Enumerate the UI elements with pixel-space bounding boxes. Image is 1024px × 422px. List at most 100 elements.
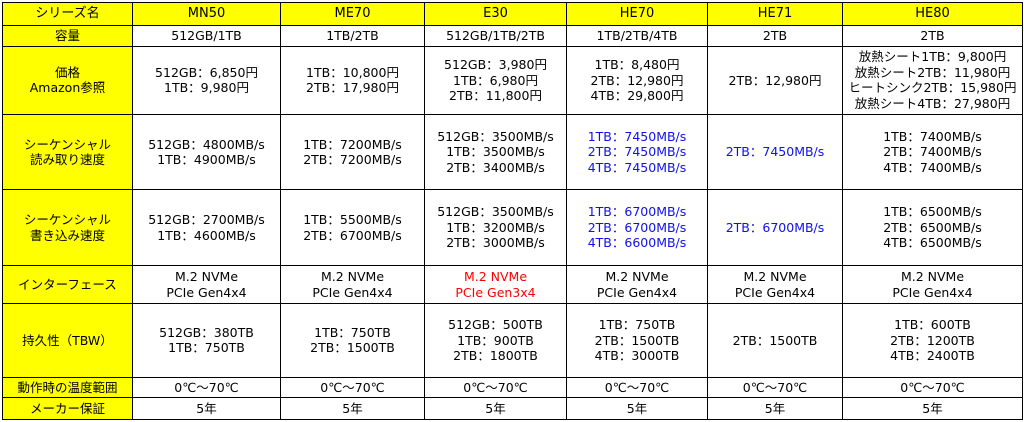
cell-write-speed-mn50: 512GB：2700MB/s 1TB：4600MB/s [132,189,281,266]
row-label-read-speed: シーケンシャル 読み取り速度 [2,113,133,191]
spec-row-warranty: メーカー保証 5年 5年 5年 5年 5年 5年 [2,397,1023,420]
cell-line: 2TB：7450MB/s [587,144,687,160]
cell-warranty-e30: 5年 [424,397,567,420]
cell-line: 1TB/2TB/4TB [596,28,678,44]
cell-endurance-mn50: 512GB：380TB 1TB：750TB [132,303,281,378]
cell-interface-e30: M.2 NVMe PCIe Gen3x4 [424,264,567,305]
cell-warranty-he71: 5年 [707,397,843,420]
cell-line: 4TB：7450MB/s [587,159,687,175]
spec-row-endurance: 持久性（TBW） 512GB：380TB 1TB：750TB 1TB：750TB 2TB… [2,303,1023,378]
spec-row-capacity: 容量 512GB/1TB 1TB/2TB 512GB/1TB/2TB 1TB/2TB/4… [2,25,1023,47]
row-label-line: 持久性（TBW） [22,332,113,348]
cell-line: 2TB：1500TB [310,340,395,356]
cell-line: 512GB/1TB [171,28,242,44]
cell-interface-mn50: M.2 NVMe PCIe Gen4x4 [132,264,281,305]
row-label-line: シーケンシャル [23,136,112,152]
cell-line: 0℃〜70℃ [742,379,808,395]
product-header-me70: ME70 [280,2,425,26]
product-header-mn50: MN50 [132,2,281,26]
cell-line: M.2 NVMe [900,269,965,285]
cell-line: 1TB：3200MB/s [446,219,545,235]
cell-temperature-he71: 0℃〜70℃ [707,376,843,399]
product-header-he80: HE80 [842,2,1023,26]
cell-line: 2TB：12,980円 [590,72,684,88]
row-label-line: 書き込み速度 [29,227,105,243]
cell-line: 4TB：29,800円 [590,88,684,104]
cell-line: 512GB：3,980円 [444,57,547,73]
header-row: シリーズ名 MN50 ME70 E30 HE70 HE71 HE80 [2,2,1023,26]
cell-line: 1TB：3500MB/s [446,144,545,160]
cell-warranty-he70: 5年 [566,397,708,420]
cell-write-speed-he80: 1TB：6500MB/s 2TB：6500MB/s 4TB：6500MB/s [842,189,1023,266]
spec-row-temperature: 動作時の温度範囲 0℃〜70℃ 0℃〜70℃ 0℃〜70℃ 0℃〜70℃ 0℃〜70℃ 0℃… [2,376,1023,399]
cell-line: 0℃〜70℃ [463,379,528,395]
cell-line: 1TB：750TB [168,340,245,356]
cell-write-speed-he71: 2TB：6700MB/s [707,189,843,266]
cell-line: 5年 [485,400,506,416]
cell-line: 2TB：12,980円 [728,72,822,88]
row-label-line: 読み取り速度 [29,152,105,168]
row-label-line: 容量 [54,28,80,44]
cell-capacity-e30: 512GB/1TB/2TB [424,25,567,47]
cell-read-speed-he70: 1TB：7450MB/s 2TB：7450MB/s 4TB：7450MB/s [566,113,708,191]
cell-price-me70: 1TB：10,800円 2TB：17,980円 [280,45,425,115]
cell-line: 1TB：5500MB/s [303,212,402,228]
cell-line: ヒートシンク2TB：15,980円 [848,80,1017,96]
cell-line: 放熱シート4TB：27,980円 [854,95,1011,111]
cell-line: 512GB：4800MB/s [148,136,265,152]
cell-line: 1TB：900TB [457,332,534,348]
spec-row-write-speed: シーケンシャル 書き込み速度 512GB：2700MB/s 1TB：4600MB/s 1… [2,189,1023,266]
cell-line: PCIe Gen4x4 [166,284,247,300]
cell-temperature-me70: 0℃〜70℃ [280,376,425,399]
product-header-he70: HE70 [566,2,708,26]
cell-line: 512GB：2700MB/s [148,212,265,228]
cell-line: 5年 [922,400,943,416]
cell-line: 5年 [764,400,786,416]
cell-endurance-he71: 2TB：1500TB [707,303,843,378]
cell-line: PCIe Gen4x4 [312,284,393,300]
cell-endurance-me70: 1TB：750TB 2TB：1500TB [280,303,425,378]
row-label-endurance: 持久性（TBW） [2,303,133,378]
spec-row-price: 価格 Amazon参照 512GB：6,850円 1TB：9,980円 1TB：10,8… [2,45,1023,115]
cell-line: 2TB：7200MB/s [303,152,402,168]
row-label-temperature: 動作時の温度範囲 [2,376,133,399]
cell-price-mn50: 512GB：6,850円 1TB：9,980円 [132,45,281,115]
cell-line: 2TB：6700MB/s [303,227,402,243]
cell-line: 1TB：7400MB/s [883,128,982,144]
cell-price-e30: 512GB：3,980円 1TB：6,980円 2TB：11,800円 [424,45,567,115]
cell-line: 2TB：3000MB/s [446,235,545,251]
cell-line: PCIe Gen4x4 [892,284,973,300]
cell-line: M.2 NVMe [605,269,669,285]
cell-line: 2TB：3400MB/s [446,159,545,175]
row-label-line: 動作時の温度範囲 [17,379,118,395]
cell-line: 1TB：8,480円 [594,57,680,73]
cell-line: PCIe Gen4x4 [734,284,816,300]
cell-line: 5年 [342,400,363,416]
cell-line: 4TB：3000TB [594,348,680,364]
cell-line: 1TB：600TB [894,317,971,333]
cell-price-he71: 2TB：12,980円 [707,45,843,115]
cell-line: 0℃〜70℃ [320,379,385,395]
cell-line: 1TB：750TB [314,324,391,340]
row-label-interface: インターフェース [2,264,133,305]
cell-read-speed-e30: 512GB：3500MB/s 1TB：3500MB/s 2TB：3400MB/s [424,113,567,191]
cell-temperature-mn50: 0℃〜70℃ [132,376,281,399]
cell-line: 0℃〜70℃ [604,379,670,395]
cell-capacity-mn50: 512GB/1TB [132,25,281,47]
cell-line: 2TB：11,800円 [449,88,542,104]
cell-interface-he70: M.2 NVMe PCIe Gen4x4 [566,264,708,305]
cell-line: 2TB：6700MB/s [725,219,825,235]
cell-line: 2TB：1200TB [890,332,975,348]
cell-write-speed-me70: 1TB：5500MB/s 2TB：6700MB/s [280,189,425,266]
cell-line: 放熱シート2TB：11,980円 [854,64,1011,80]
cell-line: 1TB：9,980円 [164,80,249,96]
header-label: シリーズ名 [2,2,133,26]
cell-line: 0℃〜70℃ [174,379,239,395]
cell-line: 1TB：750TB [598,317,676,333]
cell-temperature-e30: 0℃〜70℃ [424,376,567,399]
cell-endurance-e30: 512GB：500TB 1TB：900TB 2TB：1800TB [424,303,567,378]
cell-line: 5年 [196,400,217,416]
cell-line: 512GB：380TB [159,324,254,340]
cell-endurance-he80: 1TB：600TB 2TB：1200TB 4TB：2400TB [842,303,1023,378]
